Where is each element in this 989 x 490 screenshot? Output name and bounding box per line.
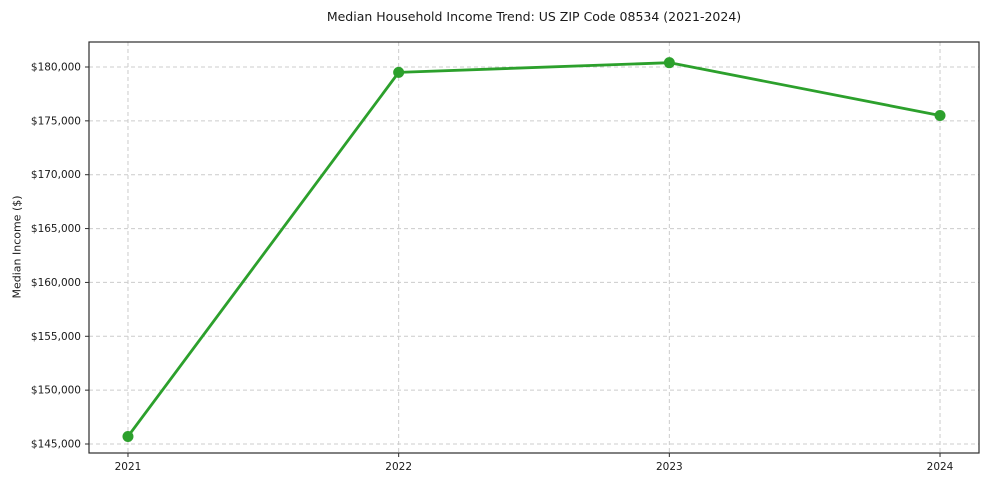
y-tick-label: $170,000 bbox=[31, 169, 81, 181]
y-tick-label: $165,000 bbox=[31, 223, 81, 235]
y-tick-label: $145,000 bbox=[31, 439, 81, 451]
data-point-marker bbox=[663, 57, 675, 69]
x-tick-label: 2022 bbox=[385, 461, 412, 473]
x-tick-label: 2021 bbox=[115, 461, 142, 473]
y-tick-label: $150,000 bbox=[31, 385, 81, 397]
x-tick-label: 2023 bbox=[656, 461, 683, 473]
data-point-marker bbox=[393, 66, 405, 78]
chart-title: Median Household Income Trend: US ZIP Co… bbox=[326, 9, 742, 24]
data-point-marker bbox=[122, 430, 134, 442]
data-point-marker bbox=[934, 109, 946, 121]
y-tick-label: $180,000 bbox=[31, 61, 81, 73]
y-tick-label: $160,000 bbox=[31, 277, 81, 289]
x-tick-label: 2024 bbox=[927, 461, 954, 473]
plot-border bbox=[88, 41, 980, 454]
y-tick-label: $175,000 bbox=[31, 115, 81, 127]
y-tick-label: $155,000 bbox=[31, 331, 81, 343]
trend-line bbox=[126, 61, 942, 438]
